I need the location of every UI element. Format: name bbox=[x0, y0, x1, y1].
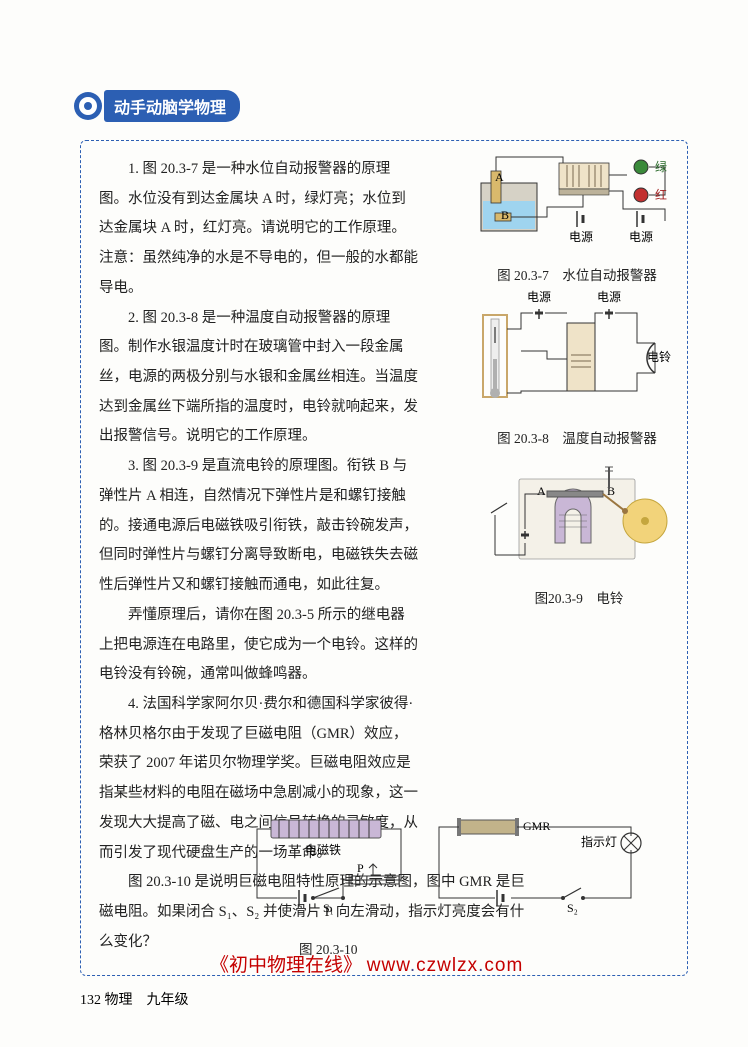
watermark-url-mid: czwlzx bbox=[416, 955, 478, 976]
figure-20-3-9: A B 图20.3-9 电铃 bbox=[489, 459, 669, 612]
figure-20-3-7: A B 电源 电源 绿 红 bbox=[477, 151, 677, 289]
label-power1: 电源 bbox=[569, 230, 593, 244]
content-box: 1. 图 20.3-7 是一种水位自动报警器的原理图。水位没有到达金属块 A 时… bbox=[80, 140, 688, 976]
diagram-bell: A B bbox=[489, 459, 669, 569]
target-icon bbox=[72, 90, 104, 122]
footer-subject: 物理 九年级 bbox=[105, 993, 189, 1008]
label-green: 绿 bbox=[655, 159, 667, 174]
label-red: 红 bbox=[655, 187, 667, 202]
paragraph-3b: 弄懂原理后，请你在图 20.3-5 所示的继电器上把电源连在电路里，使它成为一个… bbox=[99, 601, 419, 690]
paragraph-3: 3. 图 20.3-9 是直流电铃的原理图。衔铁 B 与弹性片 A 相连，自然情… bbox=[99, 452, 419, 601]
label-A: A bbox=[495, 170, 504, 184]
figure-20-3-10: 电磁铁 S₁ P GMR 指示灯 bbox=[251, 810, 651, 963]
page-number: 132 bbox=[80, 993, 101, 1008]
label-A: A bbox=[537, 484, 546, 498]
caption-8: 图 20.3-8 温度自动报警器 bbox=[477, 425, 677, 453]
diagram-temp-alarm: 电源 电源 电铃 bbox=[477, 289, 677, 409]
watermark: 《初中物理在线》 www.czwlzx.com bbox=[210, 950, 523, 977]
page-footer: 132 物理 九年级 bbox=[80, 989, 189, 1009]
paragraph-2: 2. 图 20.3-8 是一种温度自动报警器的原理图。制作水银温度计时在玻璃管中… bbox=[99, 304, 419, 453]
diagram-water-alarm: A B 电源 电源 绿 红 bbox=[477, 151, 677, 246]
section-header: 动手动脑学物理 bbox=[72, 90, 688, 122]
diagram-gmr: 电磁铁 S₁ P GMR 指示灯 bbox=[251, 810, 651, 920]
label-B: B bbox=[501, 208, 509, 222]
caption-9: 图20.3-9 电铃 bbox=[489, 585, 669, 613]
label-coil: 电磁铁 bbox=[305, 842, 341, 857]
label-P: P bbox=[357, 861, 364, 875]
label-S2: S₂ bbox=[567, 901, 578, 915]
label-bell: 电铃 bbox=[647, 349, 671, 364]
figure-20-3-8: 电源 电源 电铃 bbox=[477, 289, 677, 452]
watermark-url-pre: www bbox=[367, 955, 410, 976]
caption-7: 图 20.3-7 水位自动报警器 bbox=[477, 262, 677, 290]
label-lamp: 指示灯 bbox=[581, 834, 617, 849]
paragraph-1: 1. 图 20.3-7 是一种水位自动报警器的原理图。水位没有到达金属块 A 时… bbox=[99, 155, 419, 304]
label-power1: 电源 bbox=[527, 290, 551, 304]
label-gmr: GMR bbox=[523, 819, 550, 833]
label-power2: 电源 bbox=[629, 230, 653, 244]
label-power2: 电源 bbox=[597, 290, 621, 304]
label-S1: S₁ bbox=[323, 901, 334, 915]
section-title: 动手动脑学物理 bbox=[104, 90, 240, 122]
watermark-zh: 《初中物理在线》 bbox=[210, 955, 362, 976]
watermark-url-end: com bbox=[484, 955, 523, 976]
